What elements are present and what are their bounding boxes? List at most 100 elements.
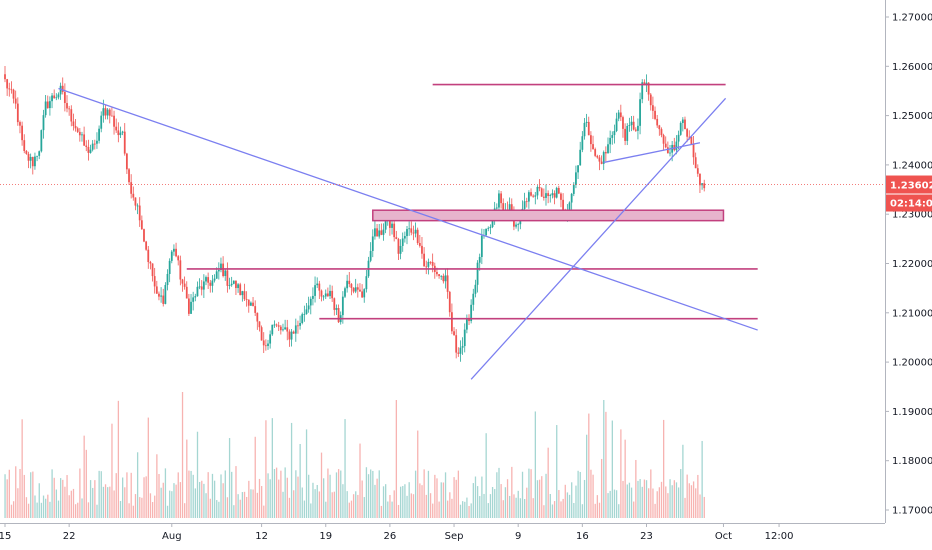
candle-body: [628, 125, 631, 126]
volume-bar: [318, 491, 321, 518]
candle-body: [615, 118, 618, 131]
candle-body: [639, 99, 641, 126]
candle-body: [100, 115, 103, 129]
candle-body: [609, 137, 612, 145]
volume-bar: [4, 474, 6, 518]
volume-bar: [588, 413, 590, 518]
candle-body: [525, 201, 528, 203]
volume-bar: [498, 467, 500, 518]
volume-bar: [427, 470, 430, 518]
candle-body: [423, 253, 426, 267]
candle-body: [624, 128, 627, 141]
candle-body: [87, 146, 90, 153]
volume-bar: [115, 473, 117, 518]
volume-bar: [547, 447, 549, 518]
candle-body: [93, 143, 96, 145]
candle-body: [421, 245, 423, 254]
candle-body: [575, 172, 577, 185]
volume-bar: [66, 475, 68, 518]
candle-body: [16, 103, 19, 123]
candle-body: [164, 285, 167, 304]
volume-bar: [677, 487, 680, 518]
price-tick-label: 1.24000: [892, 160, 932, 171]
candle-body: [72, 121, 75, 126]
volume-bar: [87, 502, 90, 518]
volume-bar: [331, 492, 333, 518]
volume-bar: [444, 472, 447, 518]
volume-bar: [605, 411, 607, 518]
candle-body: [207, 277, 210, 283]
volume-bar: [370, 469, 372, 518]
candle-body: [76, 128, 79, 132]
candle-body: [149, 262, 152, 264]
candle-body: [637, 125, 639, 131]
candle-body: [502, 203, 505, 211]
volume-bar: [68, 495, 70, 518]
volume-bar: [134, 494, 137, 518]
price-axis[interactable]: 1.27000 1.26000 1.25000 1.24000 1.23000 1.220…: [885, 0, 932, 550]
time-axis[interactable]: 15 22 Aug 12 19 26 Sep 9 16 23 Oct 12:00: [0, 523, 885, 550]
volume-bar: [241, 492, 244, 518]
candle-body: [500, 193, 502, 204]
volume-bar: [130, 472, 132, 518]
volume-bar: [122, 477, 124, 518]
candle-body: [66, 103, 68, 109]
volume-bar: [263, 505, 265, 518]
candle-body: [123, 131, 126, 154]
volume-bar: [21, 419, 23, 518]
volume-bar: [365, 467, 368, 518]
volume-bar: [220, 474, 222, 518]
volume-bar: [308, 474, 310, 518]
candle-body: [271, 324, 274, 335]
candle-body: [305, 309, 308, 314]
volume-bar: [682, 444, 684, 518]
candle-body: [429, 261, 432, 263]
candle-body: [170, 251, 173, 261]
volume-bar: [491, 487, 494, 518]
volume-bar: [639, 479, 641, 518]
candle-body: [111, 115, 113, 117]
candle-body: [85, 145, 88, 147]
volume-bar: [166, 505, 169, 518]
volume-bar: [436, 478, 438, 518]
time-tick-label: 26: [384, 531, 397, 542]
candle-body: [562, 199, 564, 213]
candle-body: [436, 271, 438, 275]
candle-body: [572, 184, 575, 194]
volume-bar: [438, 501, 440, 518]
time-tick-label: 22: [63, 531, 76, 542]
volume-bar: [656, 491, 658, 518]
candle-body: [31, 156, 34, 167]
trendline[interactable]: [470, 97, 727, 380]
candle-body: [250, 302, 252, 306]
trendline[interactable]: [58, 87, 758, 331]
volume-bar: [45, 498, 47, 518]
candle-body: [690, 136, 693, 145]
candle-body: [299, 323, 301, 326]
volume-bar: [380, 505, 383, 518]
candle-body: [647, 82, 650, 95]
candle-body: [226, 270, 229, 286]
volume-bar: [218, 501, 220, 518]
trendline[interactable]: [603, 142, 701, 164]
volume-bar: [79, 468, 81, 518]
candle-body: [592, 144, 594, 150]
support-zone[interactable]: [372, 209, 725, 222]
candle-body: [4, 74, 6, 80]
volume-bar: [310, 503, 312, 518]
volume-bar: [284, 467, 286, 518]
volume-bar: [126, 472, 128, 518]
volume-bar: [64, 486, 66, 518]
drawings-layer[interactable]: [0, 83, 885, 380]
volume-bar: [453, 477, 455, 518]
volume-bar: [487, 503, 489, 518]
volume-bar: [295, 470, 297, 518]
candle-body: [63, 91, 66, 104]
volume-bar: [583, 479, 586, 518]
volume-bar: [393, 490, 395, 518]
candle-body: [104, 108, 107, 116]
candle-body: [40, 130, 43, 152]
candle-body: [117, 130, 120, 136]
time-tick-label: Sep: [445, 531, 464, 542]
